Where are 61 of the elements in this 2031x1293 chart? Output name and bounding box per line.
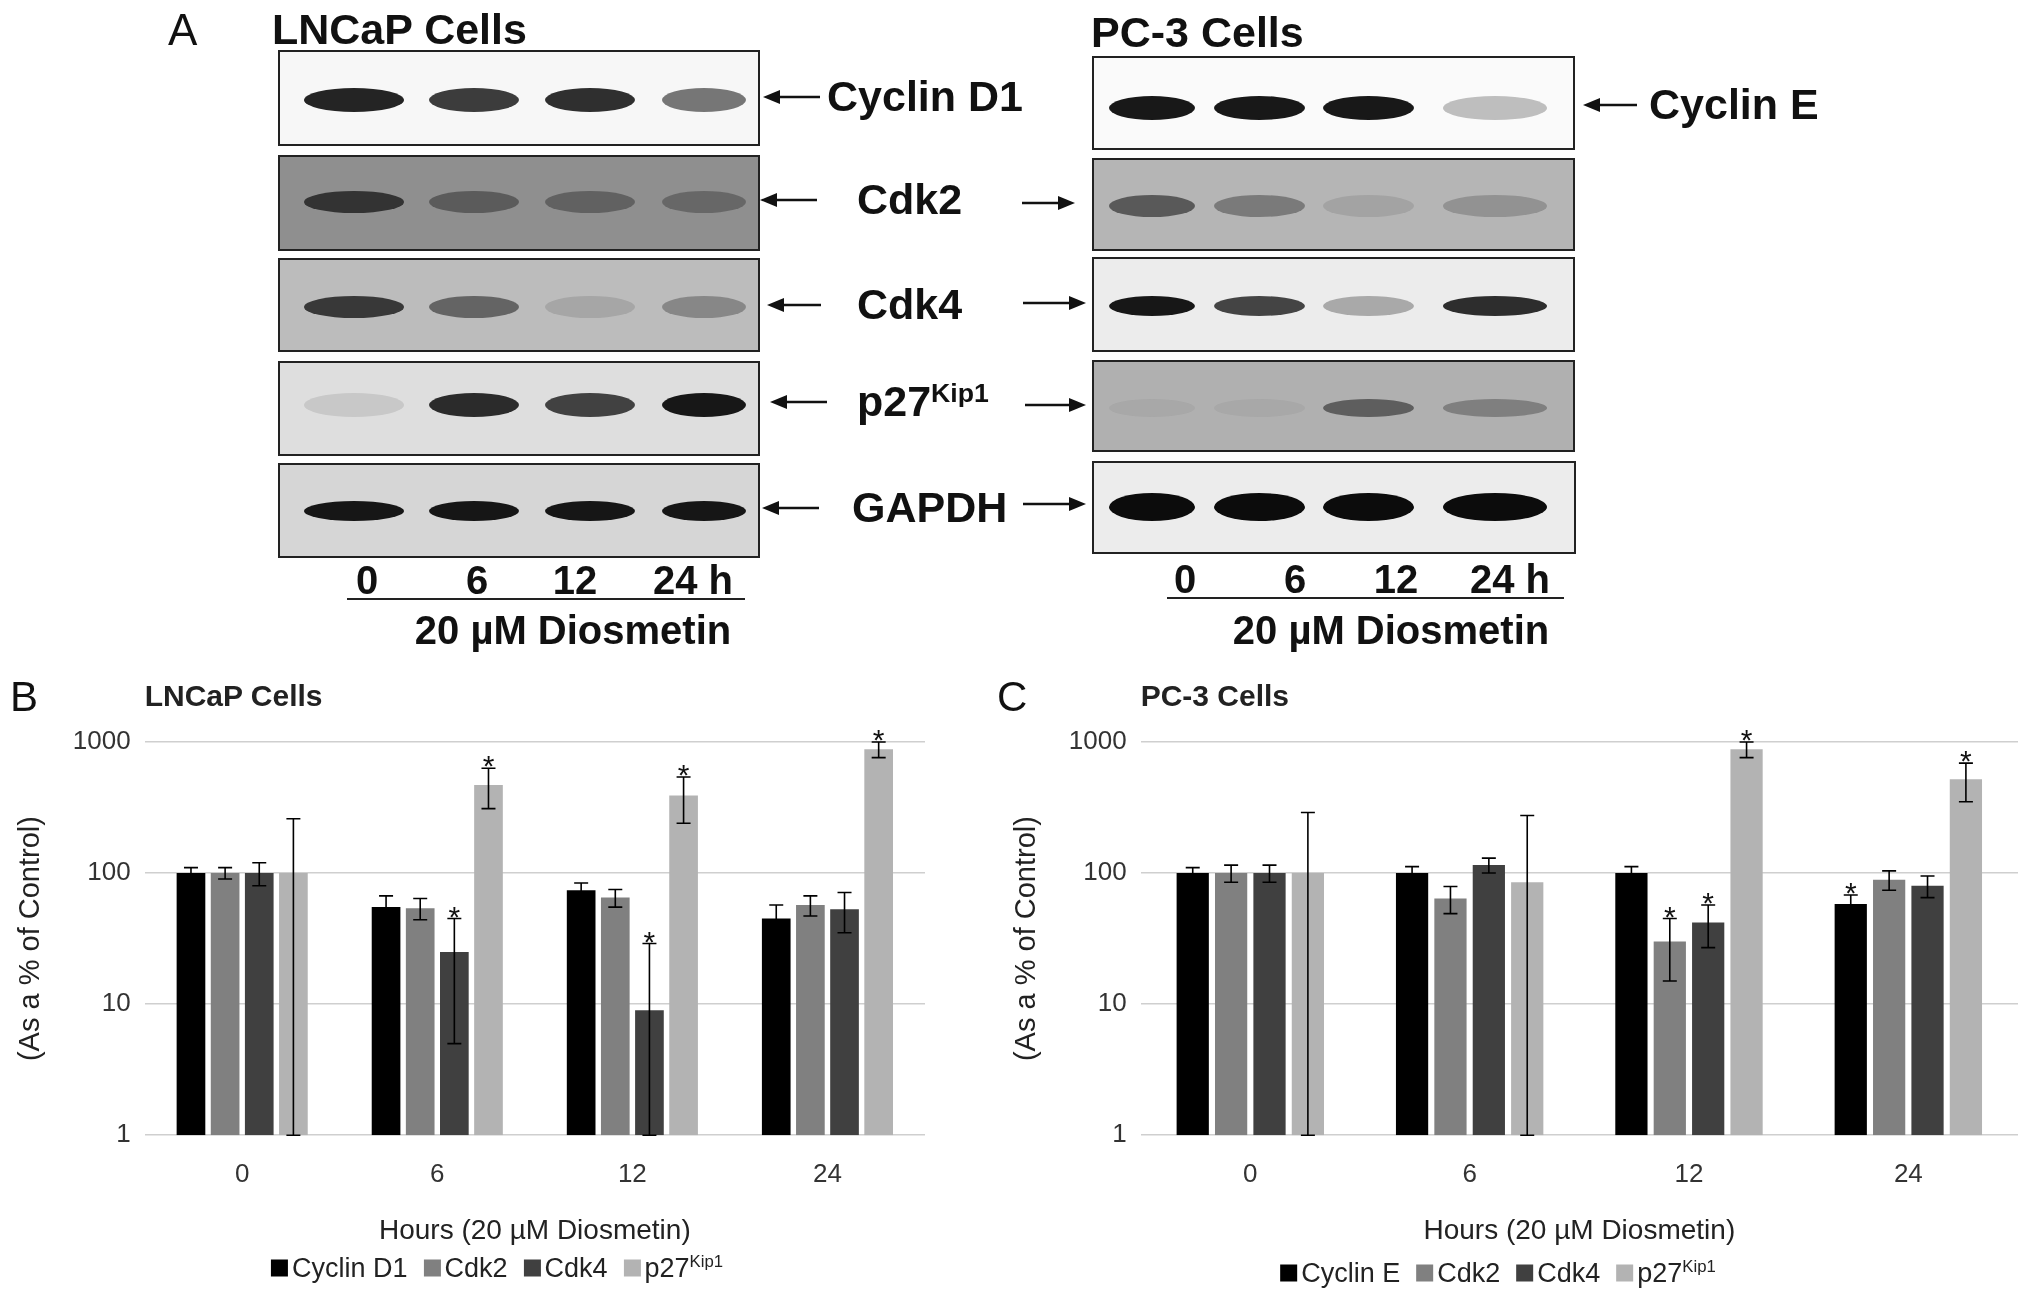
data-label: *: [872, 723, 885, 756]
y-tick-label: 1000: [1068, 725, 1127, 756]
y-tick-label: 100: [1083, 856, 1127, 887]
legend-label: Cdk2: [1437, 1257, 1501, 1289]
text: 20 µM Diosmetin: [1232, 608, 1550, 652]
legend-label: Cyclin D1: [291, 1252, 408, 1284]
x-tick-label: 12: [1674, 1157, 1704, 1188]
x-tick-label: 0: [1243, 1157, 1258, 1188]
x-axis-title: Hours (20 µM Diosmetin): [1423, 1213, 1736, 1245]
data-label: *: [482, 749, 495, 783]
data-label: *: [643, 924, 656, 958]
text: PC-3 Cells: [1091, 8, 1304, 57]
x-axis-title: Hours (20 µM Diosmetin): [378, 1213, 691, 1245]
chart-title: LNCaP Cells: [144, 679, 323, 713]
data-label: *: [448, 899, 461, 933]
text: 0: [1173, 557, 1197, 601]
y-axis-title: (As a % of Control): [13, 816, 46, 1062]
x-tick-label: 24: [812, 1157, 842, 1188]
text: Cdk2: [857, 175, 963, 224]
text: Cyclin D1: [827, 72, 1023, 121]
chart-title: PC-3 Cells: [1140, 679, 1290, 713]
text: p27$^{Kip1}$: [857, 377, 989, 426]
text: 12: [552, 558, 598, 602]
x-tick-label: 0: [234, 1157, 250, 1188]
x-tick-label: 6: [1462, 1157, 1477, 1188]
legend-label: Cdk4: [544, 1252, 608, 1284]
y-tick-label: 1000: [72, 725, 131, 756]
data-label: *: [1844, 876, 1857, 910]
text: 20 µM Diosmetin: [414, 608, 732, 652]
y-tick-label: 1: [1112, 1118, 1127, 1149]
data-label: *: [1663, 899, 1676, 933]
text: Cdk4: [857, 280, 963, 329]
y-tick-label: 10: [1097, 987, 1127, 1018]
x-tick-label: 6: [430, 1157, 445, 1188]
y-tick-label: 100: [87, 856, 131, 887]
y-axis-title: (As a % of Control): [1009, 816, 1042, 1062]
text: 6: [465, 558, 489, 602]
text: 12: [1373, 557, 1419, 601]
text: B: [10, 672, 39, 721]
text: GAPDH: [852, 483, 1008, 532]
text: 6: [1283, 557, 1307, 601]
y-tick-label: 10: [101, 987, 131, 1018]
data-label: *: [1702, 886, 1715, 920]
text: A: [168, 4, 198, 55]
data-label: *: [677, 758, 690, 792]
text: 24 h: [652, 558, 734, 602]
x-tick-label: 24: [1893, 1157, 1923, 1188]
data-label: *: [1740, 723, 1753, 756]
text: C: [997, 672, 1028, 721]
y-tick-label: 1: [116, 1118, 131, 1149]
x-tick-label: 12: [617, 1157, 647, 1188]
legend-label: Cyclin E: [1301, 1257, 1401, 1289]
text: 24 h: [1469, 557, 1551, 601]
text: LNCaP Cells: [272, 5, 527, 54]
legend-label: p27$^{Kip1}$: [644, 1252, 724, 1284]
text: Cyclin E: [1649, 80, 1819, 129]
text: 0: [355, 558, 379, 602]
legend-label: p27$^{Kip1}$: [1637, 1257, 1716, 1289]
legend-label: Cdk2: [444, 1252, 508, 1284]
legend-label: Cdk4: [1537, 1257, 1601, 1289]
data-label: *: [1960, 744, 1973, 778]
